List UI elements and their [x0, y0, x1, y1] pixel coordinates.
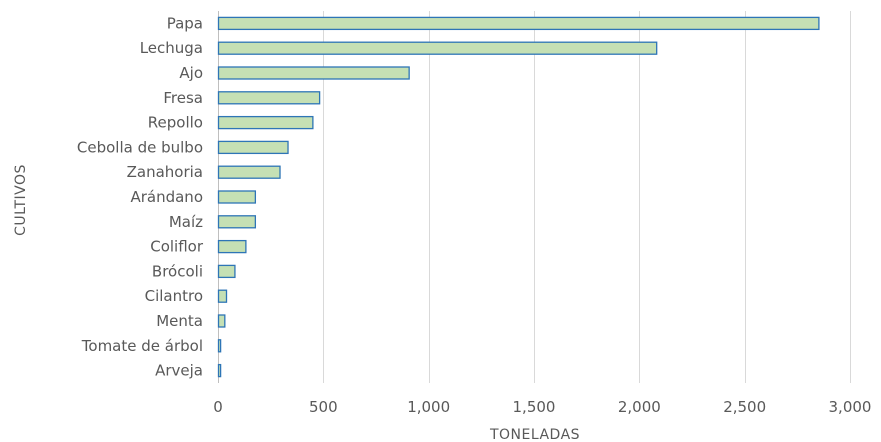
x-axis-title: TONELADAS — [489, 427, 580, 442]
x-tick-label: 2,000 — [618, 398, 661, 416]
x-tick-label: 1,000 — [407, 398, 450, 416]
bar — [217, 66, 410, 80]
bar — [217, 91, 321, 105]
y-axis-title: CULTIVOS — [13, 164, 29, 236]
category-label: Brócoli — [152, 262, 203, 280]
category-label: Papa — [167, 14, 203, 32]
bar — [217, 16, 820, 31]
bar — [217, 215, 257, 229]
category-label: Cebolla de bulbo — [77, 138, 203, 156]
bar — [217, 264, 236, 279]
category-label: Repollo — [148, 114, 203, 132]
x-tick-labels: 0 500 1,000 1,500 2,000 2,500 3,000 — [213, 398, 871, 416]
category-label: Maíz — [169, 213, 203, 231]
category-label: Arándano — [130, 188, 203, 206]
category-label: Tomate de árbol — [81, 337, 203, 355]
bar — [217, 41, 658, 55]
bar — [217, 289, 228, 303]
x-tick-label: 3,000 — [829, 398, 872, 416]
category-label: Zanahoria — [127, 163, 203, 181]
bar — [217, 190, 257, 204]
bar — [217, 115, 314, 130]
bar — [217, 314, 226, 328]
category-label: Menta — [156, 312, 203, 330]
x-tick-label: 0 — [213, 398, 223, 416]
category-label: Ajo — [179, 64, 203, 82]
bar — [217, 339, 222, 353]
category-label: Lechuga — [140, 39, 203, 57]
category-label: Coliflor — [150, 238, 204, 256]
bar — [217, 140, 289, 155]
bar — [217, 239, 247, 254]
category-labels: Papa Lechuga Ajo Fresa Repollo Cebolla de bul… — [77, 14, 204, 379]
bars — [217, 16, 820, 378]
bar — [217, 363, 222, 378]
x-tick-label: 1,500 — [513, 398, 556, 416]
bar — [217, 165, 281, 179]
x-tick-label: 2,500 — [723, 398, 766, 416]
x-tick-label: 500 — [309, 398, 338, 416]
category-label: Fresa — [163, 89, 203, 107]
category-label: Cilantro — [145, 287, 203, 305]
category-label: Arveja — [155, 362, 203, 380]
